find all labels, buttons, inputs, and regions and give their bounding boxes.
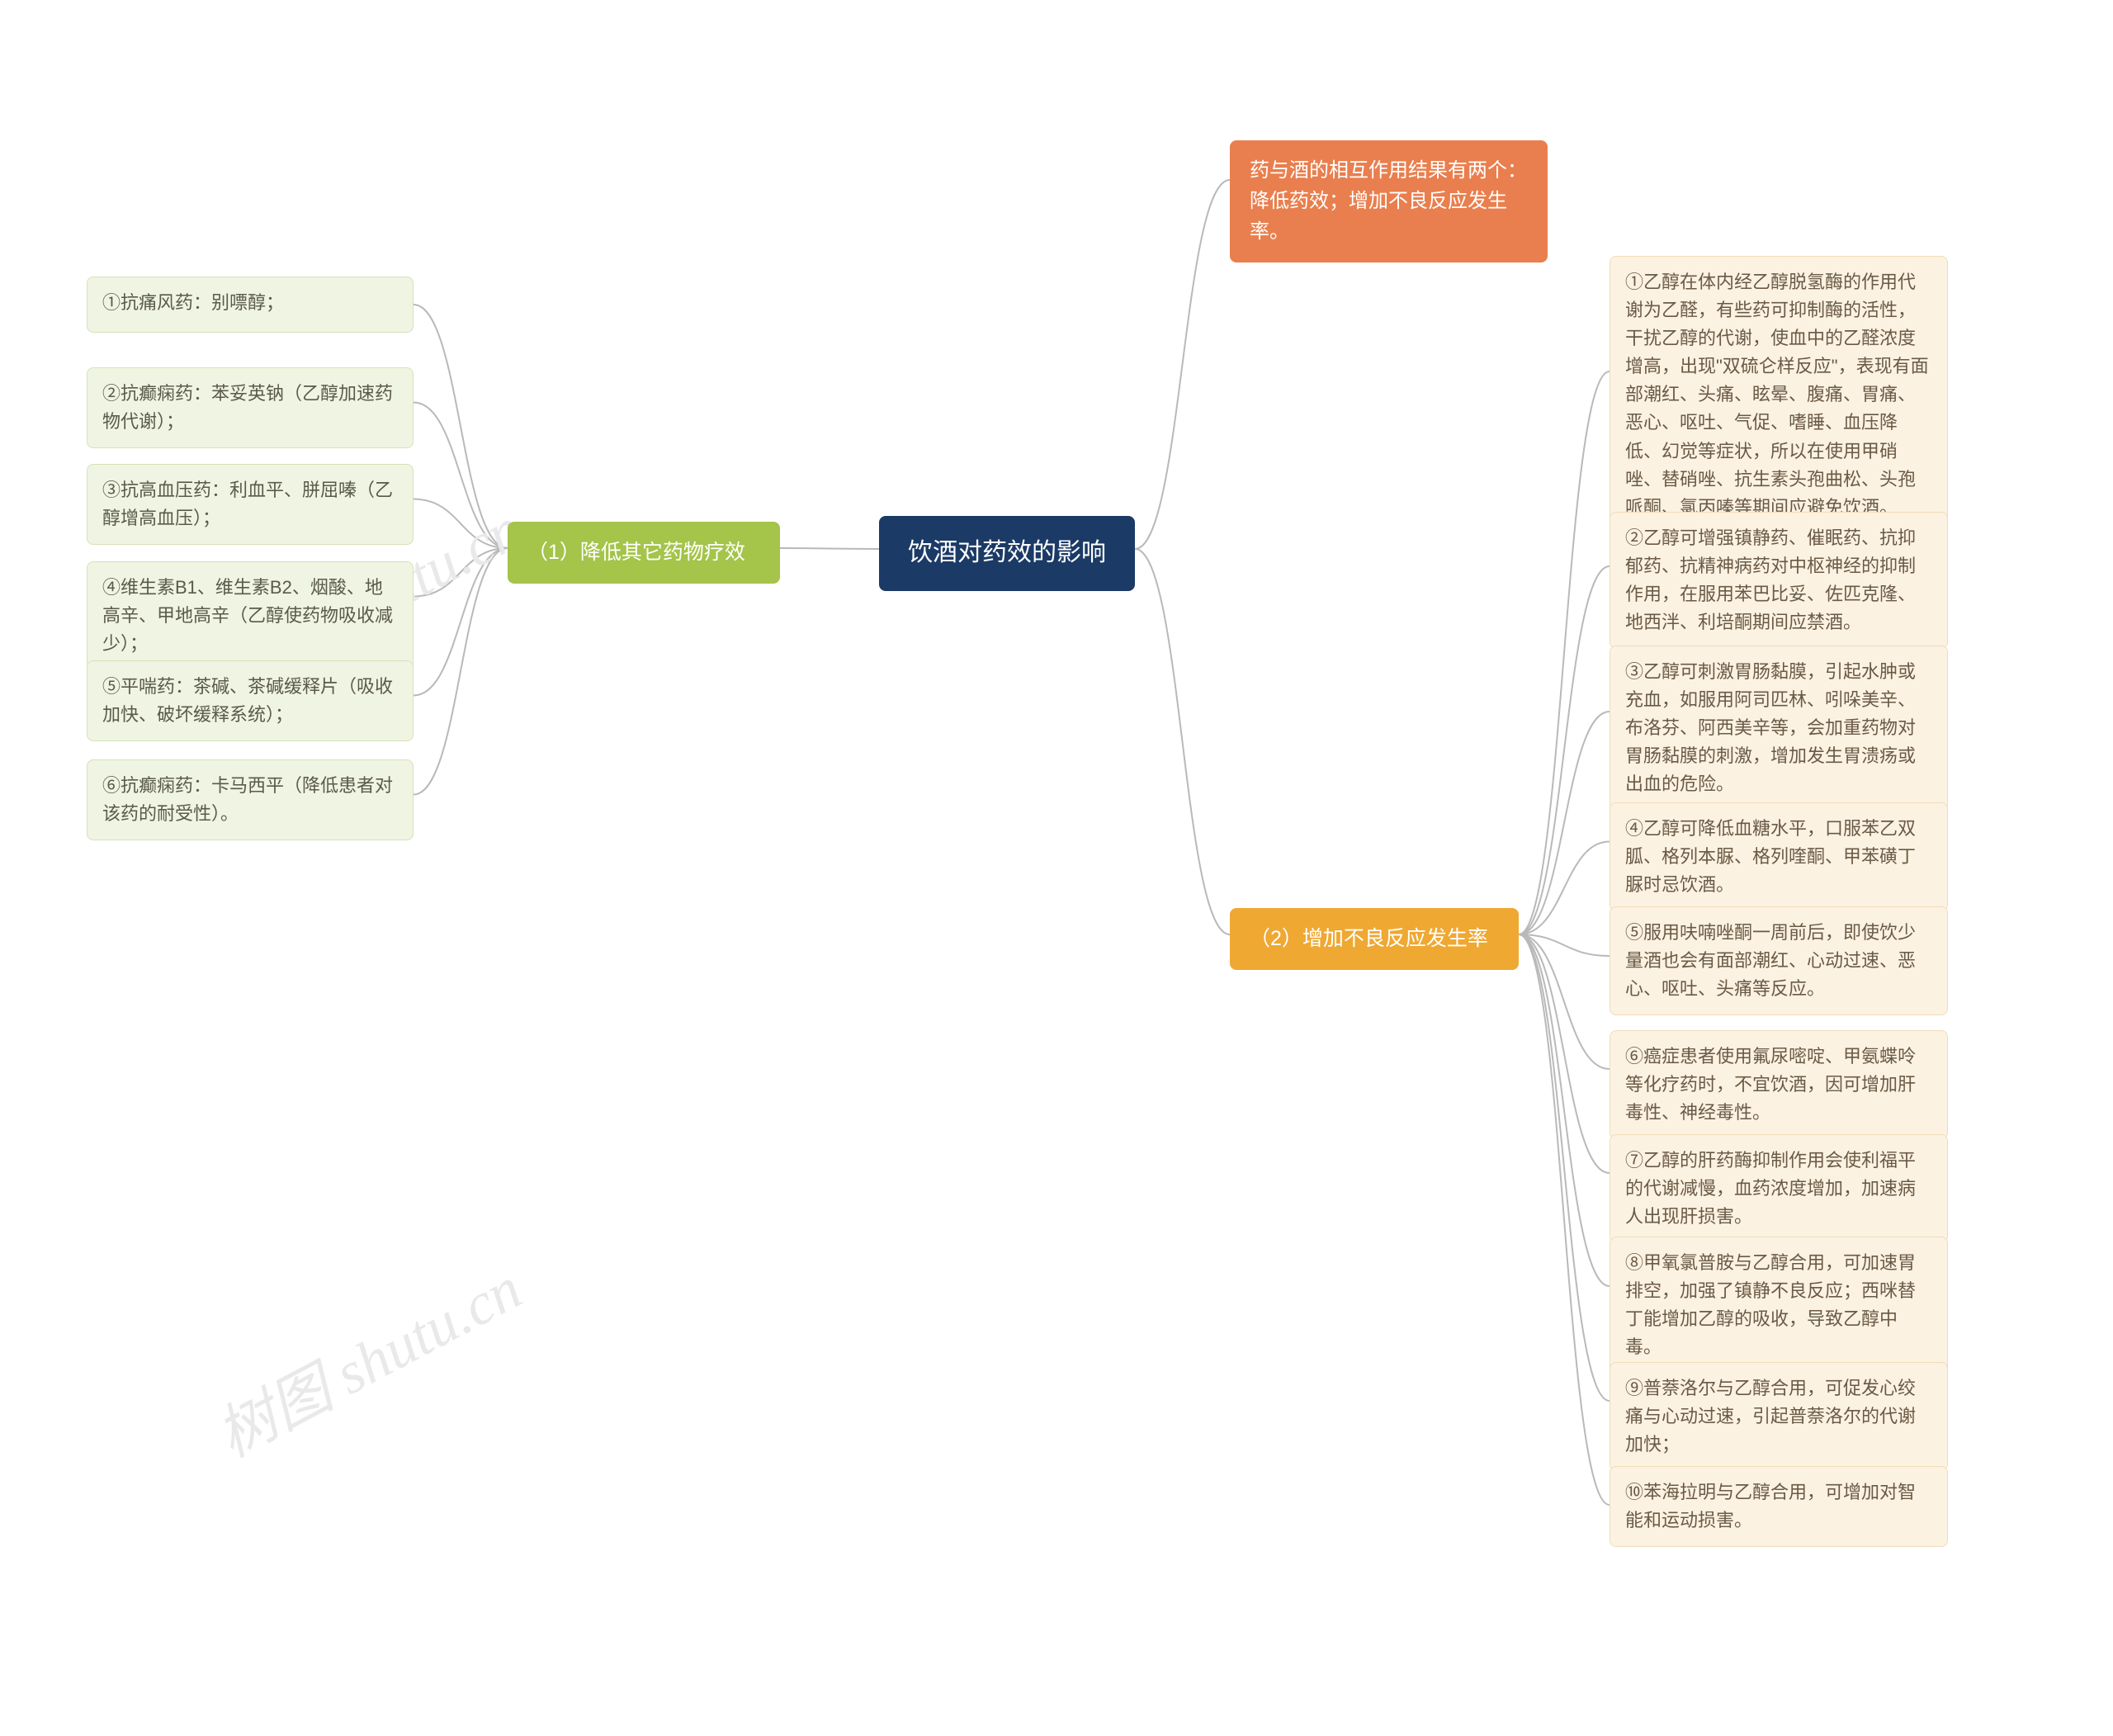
- leaf-green: ⑤平喘药：茶碱、茶碱缓释片（吸收加快、破坏缓释系统）；: [87, 660, 414, 741]
- leaf-orange: ③乙醇可刺激胃肠黏膜，引起水肿或充血，如服用阿司匹林、吲哚美辛、布洛芬、阿西美辛…: [1610, 646, 1948, 811]
- leaf-orange: ④乙醇可降低血糖水平，口服苯乙双胍、格列本脲、格列喹酮、甲苯磺丁脲时忌饮酒。: [1610, 802, 1948, 911]
- branch-increase-adr: （2）增加不良反应发生率: [1230, 908, 1519, 970]
- leaf-orange: ①乙醇在体内经乙醇脱氢酶的作用代谢为乙醛，有些药可抑制酶的活性，干扰乙醇的代谢，…: [1610, 256, 1948, 534]
- branch-reduce-efficacy: （1）降低其它药物疗效: [508, 522, 780, 584]
- leaf-orange: ⑧甲氧氯普胺与乙醇合用，可加速胃排空，加强了镇静不良反应；西咪替丁能增加乙醇的吸…: [1610, 1237, 1948, 1374]
- leaf-green: ①抗痛风药：别嘌醇；: [87, 277, 414, 333]
- leaf-green: ④维生素B1、维生素B2、烟酸、地高辛、甲地高辛（乙醇使药物吸收减少）；: [87, 561, 414, 670]
- leaf-green: ②抗癫痫药：苯妥英钠（乙醇加速药物代谢）；: [87, 367, 414, 448]
- root-node: 饮酒对药效的影响: [879, 516, 1135, 591]
- leaf-orange: ⑩苯海拉明与乙醇合用，可增加对智能和运动损害。: [1610, 1466, 1948, 1547]
- leaf-orange: ⑤服用呋喃唑酮一周前后，即使饮少量酒也会有面部潮红、心动过速、恶心、呕吐、头痛等…: [1610, 906, 1948, 1015]
- leaf-green: ⑥抗癫痫药：卡马西平（降低患者对该药的耐受性）。: [87, 759, 414, 840]
- leaf-orange: ②乙醇可增强镇静药、催眠药、抗抑郁药、抗精神病药对中枢神经的抑制作用，在服用苯巴…: [1610, 512, 1948, 649]
- watermark: 树图 shutu.cn: [199, 1241, 534, 1473]
- leaf-green: ③抗高血压药：利血平、胼屈嗪（乙醇增高血压）；: [87, 464, 414, 545]
- leaf-orange: ⑥癌症患者使用氟尿嘧啶、甲氨蝶呤等化疗药时，不宜饮酒，因可增加肝毒性、神经毒性。: [1610, 1030, 1948, 1139]
- branch-summary: 药与酒的相互作用结果有两个：降低药效；增加不良反应发生率。: [1230, 140, 1548, 263]
- leaf-orange: ⑨普萘洛尔与乙醇合用，可促发心绞痛与心动过速，引起普萘洛尔的代谢加快；: [1610, 1362, 1948, 1471]
- leaf-orange: ⑦乙醇的肝药酶抑制作用会使利福平的代谢减慢，血药浓度增加，加速病人出现肝损害。: [1610, 1134, 1948, 1243]
